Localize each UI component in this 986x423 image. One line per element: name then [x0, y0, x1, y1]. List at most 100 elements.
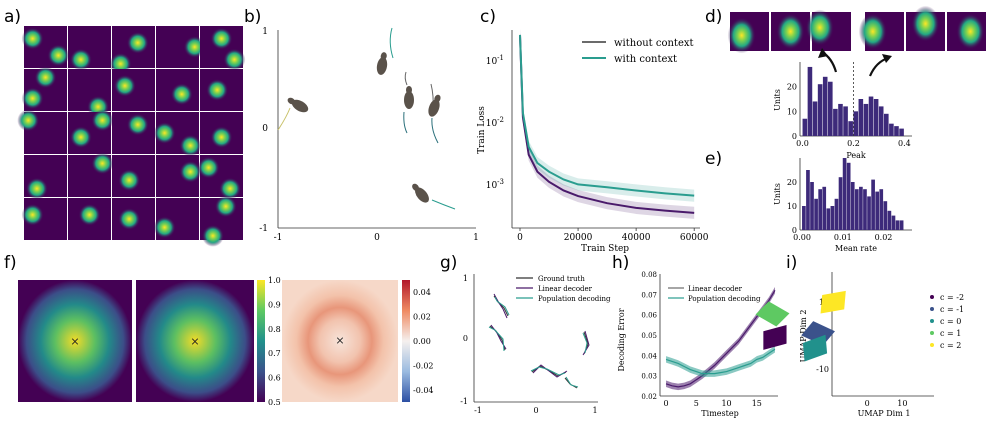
g-path — [493, 293, 508, 319]
e-bar — [871, 179, 875, 230]
g-path — [565, 376, 579, 388]
f-colorbar1-tick: 0.9 — [268, 300, 281, 309]
d-bar — [884, 113, 889, 136]
a-field-blob — [69, 126, 92, 149]
a-field-blob — [21, 87, 44, 110]
rat-icon — [412, 183, 429, 203]
i-legend-label: c = -2 — [940, 293, 964, 302]
c-xtick-label: 60000 — [680, 233, 709, 243]
a-field-blob — [21, 27, 44, 50]
c-xlabel: Train Step — [581, 244, 629, 254]
e-bar — [883, 201, 888, 230]
i-cluster — [755, 301, 790, 327]
panel-label-h: h) — [612, 253, 629, 273]
e-bar — [859, 186, 863, 230]
d-bar — [868, 96, 874, 136]
h-ylabel: Decoding Error — [617, 308, 626, 371]
a-field-blob — [153, 122, 176, 144]
a-field-blob — [25, 177, 48, 200]
e-bar — [822, 186, 827, 230]
i-xtick-label: 10 — [897, 399, 907, 408]
f-map-with-context-field — [136, 280, 254, 402]
a-field-blob — [219, 177, 242, 200]
i-legend-label: c = -1 — [940, 305, 964, 314]
f-colorbar2-tick: -0.04 — [413, 386, 434, 395]
a-field-blob — [34, 66, 57, 89]
d-bar — [812, 101, 818, 136]
e-bar — [887, 210, 892, 230]
i-xlabel: UMAP Dim 1 — [858, 409, 911, 418]
a-field-blob — [126, 113, 149, 136]
b-xtick-right: 1 — [473, 233, 479, 243]
curved-arrow-icon — [818, 48, 828, 58]
a-field-blob — [223, 48, 246, 71]
panel-c-train-loss: 10-1 10-2 10-3 Train Loss Train Step 0 20… — [477, 28, 709, 254]
e-ytick-label: 20 — [787, 178, 797, 187]
d-thumbnail-field — [956, 13, 985, 50]
d-thumbnail-field — [858, 13, 887, 50]
h-ytick-label: 0.04 — [641, 352, 657, 360]
f-colorbar-diverging — [402, 280, 410, 402]
a-field-blob — [113, 74, 136, 97]
g-legend: Ground truth Linear decoder Population d… — [516, 275, 611, 303]
d-bar — [807, 66, 813, 136]
g-path — [494, 296, 510, 316]
i-cluster — [801, 321, 835, 346]
d-bar — [889, 123, 894, 136]
panel-a-place-fields — [17, 26, 246, 247]
f-map-without-context-field — [18, 280, 132, 402]
b-trajectory — [404, 71, 408, 86]
g-path — [582, 332, 588, 354]
d-bar — [878, 106, 884, 136]
panel-h-decoding-error: Decoding Error Timestep 0 5 10 15 0.02 0.03 0.… — [617, 271, 778, 418]
e-bar — [806, 170, 810, 230]
g-legend-population-decoding: Population decoding — [538, 295, 611, 303]
d-xtick-label: 0.0 — [796, 139, 809, 148]
e-bar — [838, 177, 843, 230]
g-ytick: 0 — [463, 334, 468, 343]
d-thumbnail-field — [727, 17, 756, 54]
i-legend-label: c = 2 — [940, 341, 961, 350]
a-field-blob — [126, 31, 149, 54]
panel-label-e: e) — [705, 149, 722, 169]
i-cluster — [802, 334, 828, 362]
b-trajectory — [277, 107, 291, 131]
e-xtick-label: 0.00 — [793, 233, 811, 242]
c-ytick: 10-2 — [486, 116, 504, 129]
e-bar — [802, 206, 806, 230]
h-legend: Linear decoder Population decoding — [668, 285, 761, 303]
f-colorbar2-tick: 0.04 — [413, 288, 431, 297]
f-marker-diff: × — [335, 334, 344, 347]
d-bar — [848, 121, 853, 136]
c-xtick-label: 0 — [517, 233, 523, 243]
c-ylabel: Train Loss — [477, 106, 487, 154]
g-xtick: 1 — [592, 406, 597, 415]
a-field-blob — [17, 109, 40, 132]
i-ytick-label: -10 — [816, 365, 829, 374]
d-bar — [833, 108, 838, 136]
h-xlabel: Timestep — [701, 409, 738, 418]
e-bar — [842, 158, 847, 230]
e-bar — [854, 189, 859, 230]
b-xtick-mid: 0 — [374, 233, 380, 243]
f-colorbar1-tick: 0.7 — [268, 349, 281, 358]
panel-f-field-maps: × × 1.0 0.9 0.8 0.7 0.6 0.5 × 0.04 0.02 0.00 -0.… — [18, 276, 434, 407]
e-bar — [818, 189, 822, 230]
h-line-linear — [665, 289, 776, 388]
panel-label-i: i) — [786, 253, 797, 273]
h-xtick-label: 5 — [694, 399, 699, 408]
f-colorbar1-tick: 1.0 — [268, 276, 281, 285]
c-ytick: 10-1 — [486, 54, 504, 67]
e-bar — [846, 162, 851, 230]
a-field-blob — [91, 152, 114, 175]
d-xlabel: Peak — [846, 151, 866, 160]
e-bar — [863, 189, 867, 230]
d-ylabel: Units — [773, 89, 782, 111]
a-field-blob — [197, 156, 220, 179]
g-path — [530, 366, 566, 376]
i-legend-marker — [930, 319, 934, 323]
i-legend-marker — [930, 307, 934, 311]
h-ytick-label: 0.07 — [641, 291, 657, 299]
h-band-population — [666, 345, 775, 377]
d-bar — [802, 118, 808, 136]
